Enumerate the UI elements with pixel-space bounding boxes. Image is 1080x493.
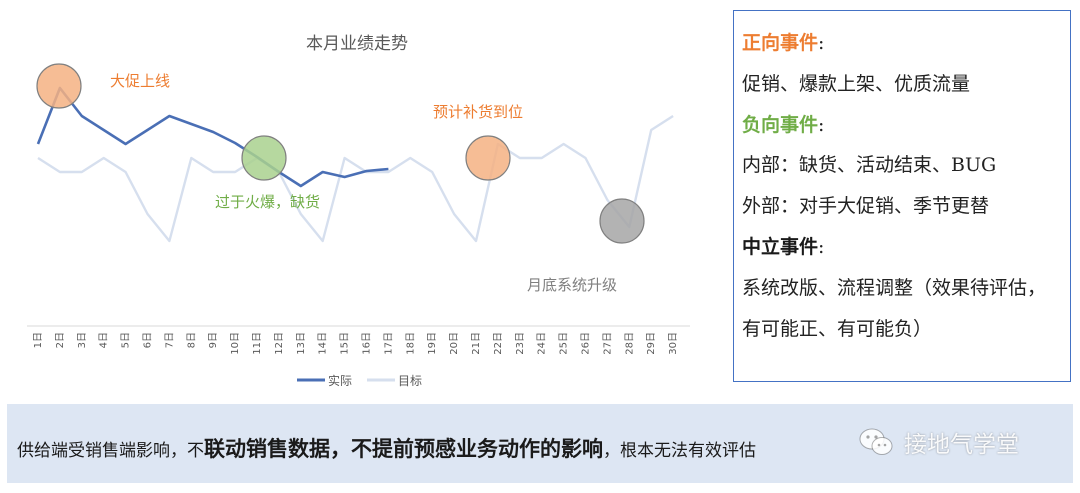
positive-events-heading: 正向事件: — [742, 23, 1070, 64]
conclusion-suffix: ，根本无法有效评估 — [603, 441, 756, 461]
legend-label: 目标 — [398, 374, 422, 388]
x-tick-label: 12日 — [274, 332, 285, 355]
x-tick-label: 26日 — [581, 332, 592, 355]
x-tick-label: 24日 — [537, 332, 548, 355]
annotation-label: 月底系统升级 — [527, 276, 617, 294]
positive-events-list: 促销、爆款上架、优质流量 — [742, 72, 971, 95]
annotation-label: 大促上线 — [110, 72, 170, 90]
x-tick-label: 30日 — [668, 332, 679, 355]
x-tick-label: 16日 — [362, 332, 373, 355]
annotation-circle — [241, 135, 287, 181]
x-tick-label: 11日 — [252, 332, 263, 355]
positive-events-title: 正向事件 — [742, 32, 819, 54]
neutral-colon: : — [818, 235, 825, 258]
annotation-circle — [465, 135, 511, 181]
x-tick-label: 1日 — [33, 332, 44, 348]
series-line-target — [37, 114, 674, 243]
annotation-circle — [36, 63, 82, 109]
x-tick-label: 18日 — [405, 332, 416, 355]
x-tick-label: 14日 — [318, 332, 329, 355]
x-tick-label: 7日 — [164, 332, 175, 348]
watermark: 接地气学堂 — [858, 418, 1019, 466]
neutral-events-list: 系统改版、流程调整（效果待评估，有可能正、有可能负） — [742, 276, 1047, 340]
x-tick-label: 5日 — [121, 332, 132, 348]
x-tick-label: 2日 — [55, 332, 66, 348]
conclusion-emphasis: 联动销售数据，不提前预感业务动作的影响 — [204, 437, 603, 461]
legend: 实际 目标 — [297, 373, 422, 388]
neutral-events-heading: 中立事件: — [742, 227, 1070, 268]
x-tick-label: 17日 — [383, 332, 394, 355]
conclusion-text: 供给端受销售端影响，不联动销售数据，不提前预感业务动作的影响，根本无法有效评估 — [17, 433, 756, 463]
x-tick-label: 8日 — [186, 332, 197, 348]
series-line-actual — [36, 86, 389, 188]
events-panel: 正向事件: 促销、爆款上架、优质流量 负向事件: 内部：缺货、活动结束、BUG … — [733, 10, 1071, 382]
legend-label: 实际 — [328, 373, 352, 388]
negative-events-heading: 负向事件: — [742, 105, 1070, 146]
chart-title: 本月业绩走势 — [306, 34, 408, 54]
positive-colon: : — [818, 32, 825, 54]
x-tick-label: 6日 — [143, 332, 154, 348]
x-tick-label: 15日 — [340, 332, 351, 355]
x-tick-label: 10日 — [230, 332, 241, 355]
x-tick-label: 20日 — [449, 332, 460, 355]
x-tick-label: 4日 — [99, 332, 110, 348]
x-tick-label: 29日 — [646, 332, 657, 355]
x-tick-label: 22日 — [493, 332, 504, 355]
chart-area: 本月业绩走势 大促上线过于火爆，缺货 预计补货到位月底系统升级 1日 2日 3日 4日 5… — [27, 34, 690, 388]
watermark-text: 接地气学堂 — [904, 432, 1019, 458]
x-tick-label: 21日 — [471, 332, 482, 355]
conclusion-banner: 供给端受销售端影响，不联动销售数据，不提前预感业务动作的影响，根本无法有效评估 — [7, 404, 1073, 483]
conclusion-prefix: 供给端受销售端影响，不 — [17, 441, 204, 461]
negative-colon: : — [818, 113, 825, 136]
x-axis: 1日 2日 3日 4日 5日 6日 7日 8日 9日 10日 11日 12日 13日 14日 15日 16日 1… — [27, 325, 690, 355]
negative-external-events: 外部：对手大促销、季节更替 — [742, 195, 990, 218]
wechat-icon — [859, 428, 893, 455]
annotation-label: 过于火爆，缺货 — [215, 193, 320, 211]
plot-layer — [36, 86, 674, 243]
x-tick-label: 25日 — [559, 332, 570, 355]
x-tick-label: 3日 — [77, 332, 88, 348]
annotation-circle — [599, 198, 645, 244]
x-tick-label: 19日 — [427, 332, 438, 355]
negative-internal-events: 内部：缺货、活动结束、BUG — [742, 154, 997, 177]
x-tick-label: 28日 — [624, 332, 635, 355]
x-tick-label: 23日 — [515, 332, 526, 355]
x-tick-label: 13日 — [296, 332, 307, 355]
negative-events-title: 负向事件 — [742, 113, 819, 136]
neutral-events-title: 中立事件 — [742, 235, 819, 258]
x-tick-label: 27日 — [602, 332, 613, 355]
x-tick-label: 9日 — [208, 332, 219, 348]
annotation-label: 预计补货到位 — [433, 103, 523, 121]
